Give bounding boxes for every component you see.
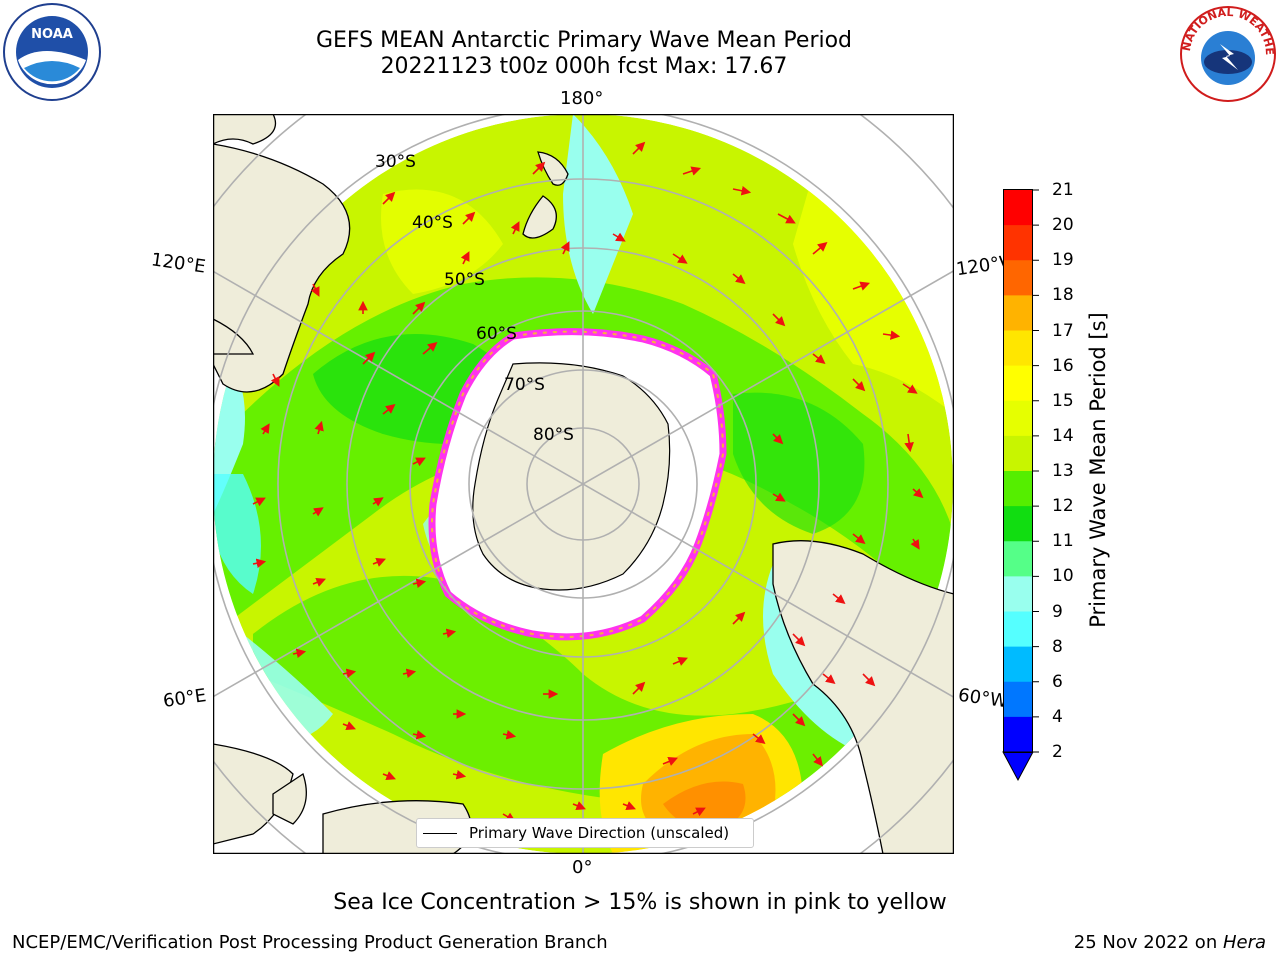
- lon-label-60e: 60°E: [161, 685, 208, 712]
- lon-label-120e: 120°E: [149, 249, 207, 278]
- colorbar-outline: [1003, 189, 1033, 753]
- colorbar-title: Primary Wave Mean Period [s]: [1086, 312, 1110, 628]
- credit-line: NCEP/EMC/Verification Post Processing Pr…: [12, 932, 608, 953]
- colorbar-extend-arrow: [1002, 751, 1034, 782]
- colorbar-segment: [1003, 541, 1033, 577]
- colorbar-tick-label: 18: [1052, 285, 1074, 306]
- colorbar-tick-label: 4: [1052, 706, 1063, 727]
- map-legend: Primary Wave Direction (unscaled): [416, 818, 754, 848]
- colorbar-tick-label: 16: [1052, 355, 1074, 376]
- colorbar-segment: [1003, 506, 1033, 542]
- colorbar-segment: [1003, 260, 1033, 296]
- colorbar: [1002, 189, 1039, 782]
- colorbar-segment: [1003, 400, 1033, 437]
- colorbar-tick-label: 10: [1052, 566, 1074, 587]
- lat-label-30s: 30°S: [375, 152, 416, 172]
- colorbar-segment: [1003, 716, 1033, 753]
- colorbar-segment: [1003, 435, 1033, 472]
- colorbar-segment: [1003, 295, 1033, 332]
- run-host: Hera: [1222, 932, 1266, 953]
- colorbar-tick-label: 13: [1052, 461, 1074, 481]
- colorbar-tick-label: 6: [1052, 671, 1063, 692]
- lon-label-0: 0°: [572, 857, 593, 878]
- colorbar-segments: [1003, 190, 1033, 753]
- colorbar-segment: [1003, 611, 1033, 648]
- colorbar-tick-label: 12: [1052, 496, 1074, 517]
- lat-label-80s: 80°S: [533, 425, 574, 445]
- lat-label-40s: 40°S: [412, 213, 453, 233]
- colorbar-tick-label: 21: [1052, 180, 1074, 200]
- colorbar-segment: [1003, 576, 1033, 613]
- lat-label-60s: 60°S: [476, 324, 517, 344]
- colorbar-segment: [1003, 681, 1033, 718]
- map-title: GEFS MEAN Antarctic Primary Wave Mean Pe…: [315, 28, 853, 53]
- run-date: 25 Nov 2022 on Hera: [1074, 932, 1266, 953]
- colorbar-tick-label: 17: [1052, 320, 1074, 341]
- colorbar-segment: [1003, 190, 1033, 226]
- wave-direction-arrows: [252, 141, 924, 822]
- colorbar-segment: [1003, 646, 1033, 683]
- colorbar-segment: [1003, 225, 1033, 261]
- colorbar-tick-label: 11: [1052, 531, 1074, 552]
- colorbar-tick-label: 19: [1052, 250, 1074, 271]
- map-subtitle: 20221123 t00z 000h fcst Max: 17.67: [380, 54, 788, 79]
- lat-label-70s: 70°S: [504, 375, 545, 395]
- polar-map: [213, 114, 954, 854]
- lon-label-180: 180°: [560, 88, 604, 109]
- run-date-text: 25 Nov 2022 on: [1073, 932, 1223, 953]
- colorbar-segment: [1003, 330, 1033, 367]
- colorbar-segment: [1003, 471, 1033, 507]
- sea-ice-note: Sea Ice Concentration > 15% is shown in …: [333, 890, 947, 915]
- colorbar-tick-label: 2: [1052, 742, 1063, 762]
- legend-label: Primary Wave Direction (unscaled): [469, 824, 730, 842]
- svg-text:NOAA: NOAA: [31, 27, 73, 42]
- lat-label-50s: 50°S: [444, 270, 485, 290]
- nws-logo: NATIONAL WEATHER SERVICE: [1178, 4, 1276, 102]
- colorbar-tick-label: 8: [1052, 636, 1063, 657]
- colorbar-tick-label: 9: [1052, 601, 1063, 622]
- colorbar-tick-label: 20: [1052, 215, 1074, 236]
- colorbar-tick-label: 15: [1052, 390, 1074, 411]
- graticule: [213, 114, 954, 854]
- colorbar-tick-label: 14: [1052, 425, 1074, 446]
- noaa-logo: NOAA: [3, 3, 101, 101]
- legend-line-swatch: [423, 832, 457, 834]
- colorbar-segment: [1003, 365, 1033, 402]
